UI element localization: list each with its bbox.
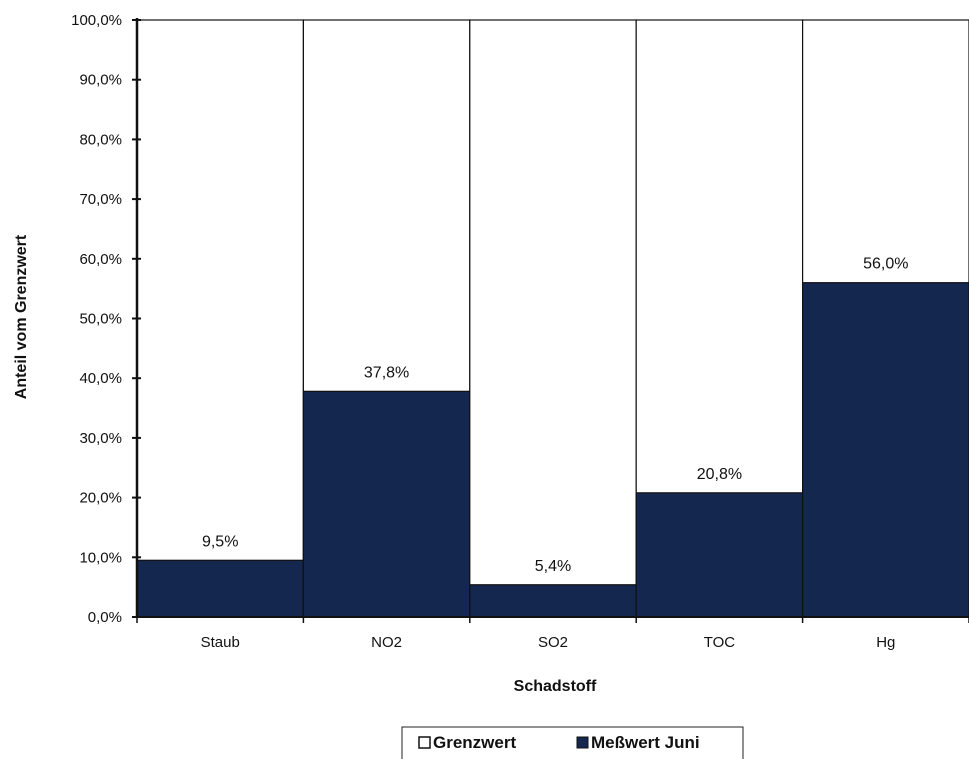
bar-messwert-toc xyxy=(635,492,804,618)
bar-messwert-so2 xyxy=(469,584,637,618)
y-tick-label: 70,0% xyxy=(79,191,122,208)
y-tick-label: 0,0% xyxy=(88,609,122,626)
bar-grenzwert-so2 xyxy=(469,19,637,618)
data-label-no2: 37,8% xyxy=(364,364,409,381)
legend: Grenzwert Meßwert Juni xyxy=(401,726,744,759)
legend-label-messwert: Meßwert Juni xyxy=(591,733,700,752)
legend-swatch-grenzwert xyxy=(418,736,431,749)
y-tick-label: 30,0% xyxy=(79,430,122,447)
y-tick-label: 90,0% xyxy=(79,72,122,89)
y-tick-label: 50,0% xyxy=(79,311,122,328)
legend-swatch-messwert xyxy=(576,736,589,749)
bar-messwert-hg xyxy=(801,282,969,618)
x-tick-label-hg: Hg xyxy=(876,634,895,651)
x-tick-label-toc: TOC xyxy=(704,634,736,651)
y-tick-label: 100,0% xyxy=(71,12,122,29)
data-label-hg: 56,0% xyxy=(863,256,908,273)
y-axis: 0,0% 10,0% 20,0% 30,0% 40,0% 50,0% 60,0% 70,0% 8… xyxy=(71,12,141,626)
data-label-so2: 5,4% xyxy=(535,558,571,575)
legend-box xyxy=(401,726,744,759)
x-tick-label-so2: SO2 xyxy=(538,634,568,651)
bar-grenzwert-staub xyxy=(136,19,304,618)
x-tick-label-staub: Staub xyxy=(201,634,240,651)
y-tick-label: 10,0% xyxy=(79,549,122,566)
data-label-staub: 9,5% xyxy=(202,533,238,550)
legend-label-grenzwert: Grenzwert xyxy=(433,733,516,752)
x-axis-title: Schadstoff xyxy=(514,678,597,695)
data-label-toc: 20,8% xyxy=(697,466,742,483)
bar-messwert-no2 xyxy=(302,390,471,618)
y-tick-label: 80,0% xyxy=(79,131,122,148)
x-axis: Staub NO2 SO2 TOC Hg xyxy=(136,616,969,651)
plot-area: 9,5% 37,8% 5,4% 20,8% 56,0% xyxy=(136,19,969,618)
y-tick-label: 40,0% xyxy=(79,370,122,387)
x-tick-label-no2: NO2 xyxy=(371,634,402,651)
bar-messwert-staub xyxy=(136,559,304,618)
y-axis-title: Anteil vom Grenzwert xyxy=(13,234,30,399)
y-tick-label: 20,0% xyxy=(79,490,122,507)
y-tick-label: 60,0% xyxy=(79,251,122,268)
